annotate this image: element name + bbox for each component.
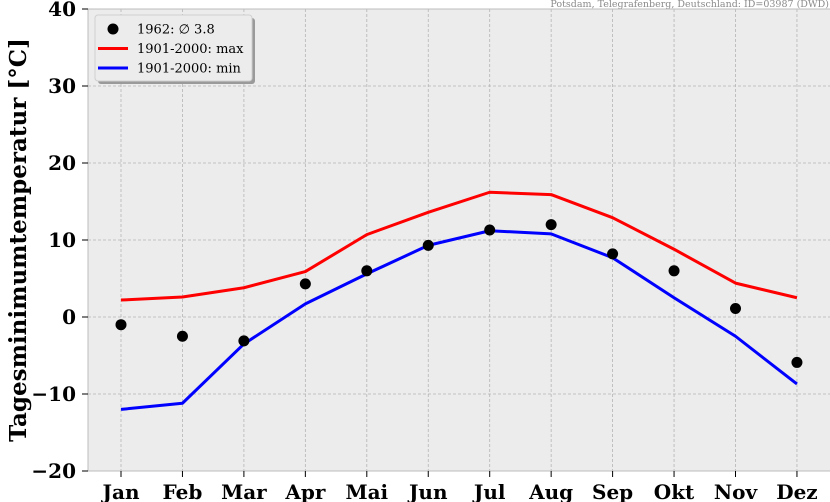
- y-tick-label: 10: [48, 228, 76, 252]
- x-tick-label: Jul: [472, 480, 506, 502]
- observed-point: [730, 303, 741, 315]
- observed-point: [422, 239, 434, 251]
- x-tick-label: Jan: [101, 480, 140, 502]
- axes: −20 −10 0 10 20 30 40 Jan Feb Mar Apr Mai Jun Jul Aug S…: [31, 0, 830, 502]
- legend-box: [94, 14, 253, 82]
- observed-point: [361, 265, 373, 277]
- x-tick-label: Okt: [654, 480, 695, 502]
- observed-point: [607, 248, 619, 260]
- x-tick-label: Feb: [163, 480, 203, 502]
- x-tick-label: Jun: [407, 480, 448, 502]
- x-tick-label: Mar: [221, 480, 267, 502]
- legend-marker: [107, 23, 119, 35]
- observed-point: [791, 356, 803, 368]
- y-tick-label: −10: [31, 382, 76, 406]
- legend-label: 1962: ∅ 3.8: [137, 23, 215, 38]
- observed-point: [299, 278, 311, 290]
- x-tick-label: Sep: [592, 480, 633, 502]
- min-line: [120, 229, 798, 411]
- observed-point: [484, 224, 496, 236]
- observed-point: [176, 330, 188, 342]
- legend-label: 1901-2000: min: [137, 62, 242, 77]
- observed-point: [668, 265, 680, 277]
- max-line: [120, 190, 798, 302]
- x-tick-label: Nov: [714, 480, 759, 502]
- y-tick-label: 40: [48, 0, 76, 21]
- x-tick-label: Dez: [776, 480, 817, 502]
- observed-point: [115, 319, 127, 331]
- legend: 1962: ∅ 3.8 1901-2000: max 1901-2000: min: [94, 14, 255, 84]
- source-note: Potsdam, Telegrafenberg, Deutschland: ID…: [550, 0, 829, 10]
- x-tick-label: Apr: [284, 480, 326, 502]
- legend-label: 1901-2000: max: [137, 42, 244, 57]
- observed-point: [545, 219, 557, 231]
- x-tick-label: Aug: [528, 480, 573, 502]
- x-tick-label: Mai: [345, 480, 388, 502]
- series: [115, 190, 803, 411]
- y-tick-label: 0: [62, 305, 76, 329]
- y-tick-label: 20: [48, 151, 76, 175]
- y-axis-label: Tagesminimumtemperatur [°C]: [5, 38, 32, 442]
- y-tick-label: 30: [48, 74, 76, 98]
- y-tick-label: −20: [31, 459, 76, 483]
- observed-point: [238, 335, 250, 347]
